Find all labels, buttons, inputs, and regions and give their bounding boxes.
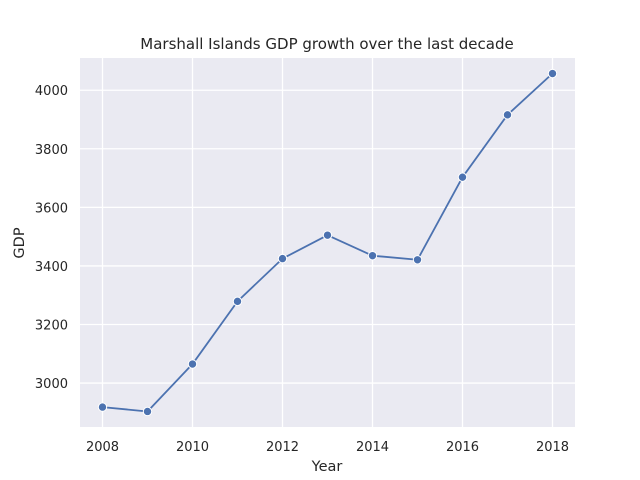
data-point — [232, 296, 243, 307]
x-tick-label: 2010 — [176, 440, 209, 455]
y-tick-label: 3600 — [35, 201, 68, 216]
y-tick-label: 3000 — [35, 377, 68, 392]
data-point — [547, 68, 558, 79]
data-point — [502, 110, 513, 120]
x-gridlines — [101, 58, 554, 427]
data-point — [187, 359, 198, 369]
y-axis-label: GDP — [12, 227, 28, 258]
data-point — [322, 230, 333, 240]
x-tick-label: 2016 — [446, 440, 479, 455]
x-tick-label: 2018 — [536, 440, 569, 455]
plot-area — [80, 58, 575, 427]
data-point — [277, 253, 288, 264]
y-tick-label: 3800 — [35, 143, 68, 158]
x-tick-label: 2012 — [266, 440, 299, 455]
data-point — [457, 172, 468, 182]
y-tick-label: 4000 — [35, 84, 68, 99]
series-layer — [97, 68, 558, 417]
data-point — [367, 250, 378, 261]
x-axis-label: Year — [311, 459, 343, 475]
y-tick-label: 3200 — [35, 319, 68, 334]
data-point — [142, 406, 153, 417]
y-gridlines — [80, 89, 575, 384]
x-tick-labels: 2008 2010 2012 2014 2016 2018 — [86, 440, 569, 455]
data-point — [412, 255, 423, 265]
x-tick-label: 2008 — [86, 440, 119, 455]
chart-title: Marshall Islands GDP growth over the las… — [140, 35, 513, 53]
y-tick-label: 3400 — [35, 260, 68, 275]
x-tick-label: 2014 — [356, 440, 389, 455]
data-point — [97, 402, 108, 412]
y-tick-labels: 3000 3200 3400 3600 3800 4000 — [35, 84, 68, 392]
